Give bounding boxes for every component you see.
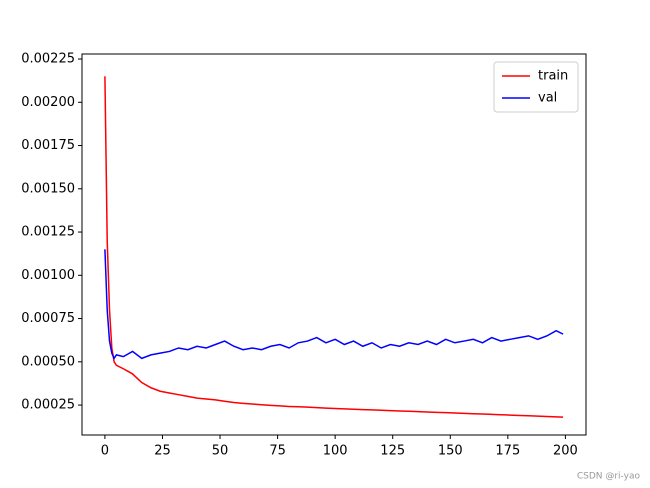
y-tick-label: 0.00100: [21, 268, 75, 283]
y-tick-label: 0.00125: [21, 225, 75, 240]
x-tick-label: 175: [495, 444, 520, 459]
x-tick-label: 50: [212, 444, 229, 459]
y-tick-label: 0.00050: [21, 354, 75, 369]
y-tick-label: 0.00025: [21, 398, 75, 413]
series-line: [104, 76, 564, 418]
y-tick-label: 0.00150: [21, 181, 75, 196]
x-tick-label: 125: [380, 444, 405, 459]
y-tick-label: 0.00175: [21, 138, 75, 153]
watermark: CSDN @ri-yao: [577, 472, 641, 482]
legend-box: [493, 61, 579, 113]
series-line: [104, 249, 564, 360]
x-tick-label: 25: [154, 444, 171, 459]
x-tick-label: 0: [101, 444, 109, 459]
x-tick-label: 75: [269, 444, 286, 459]
y-tick-label: 0.00225: [21, 52, 75, 67]
plot-frame: [81, 53, 587, 436]
x-tick-label: 150: [438, 444, 463, 459]
x-tick-label: 200: [553, 444, 578, 459]
legend-label: train: [538, 69, 568, 84]
y-tick-label: 0.00075: [21, 311, 75, 326]
x-tick-label: 100: [323, 444, 348, 459]
legend-label: val: [538, 91, 557, 106]
y-tick-label: 0.00200: [21, 95, 75, 110]
